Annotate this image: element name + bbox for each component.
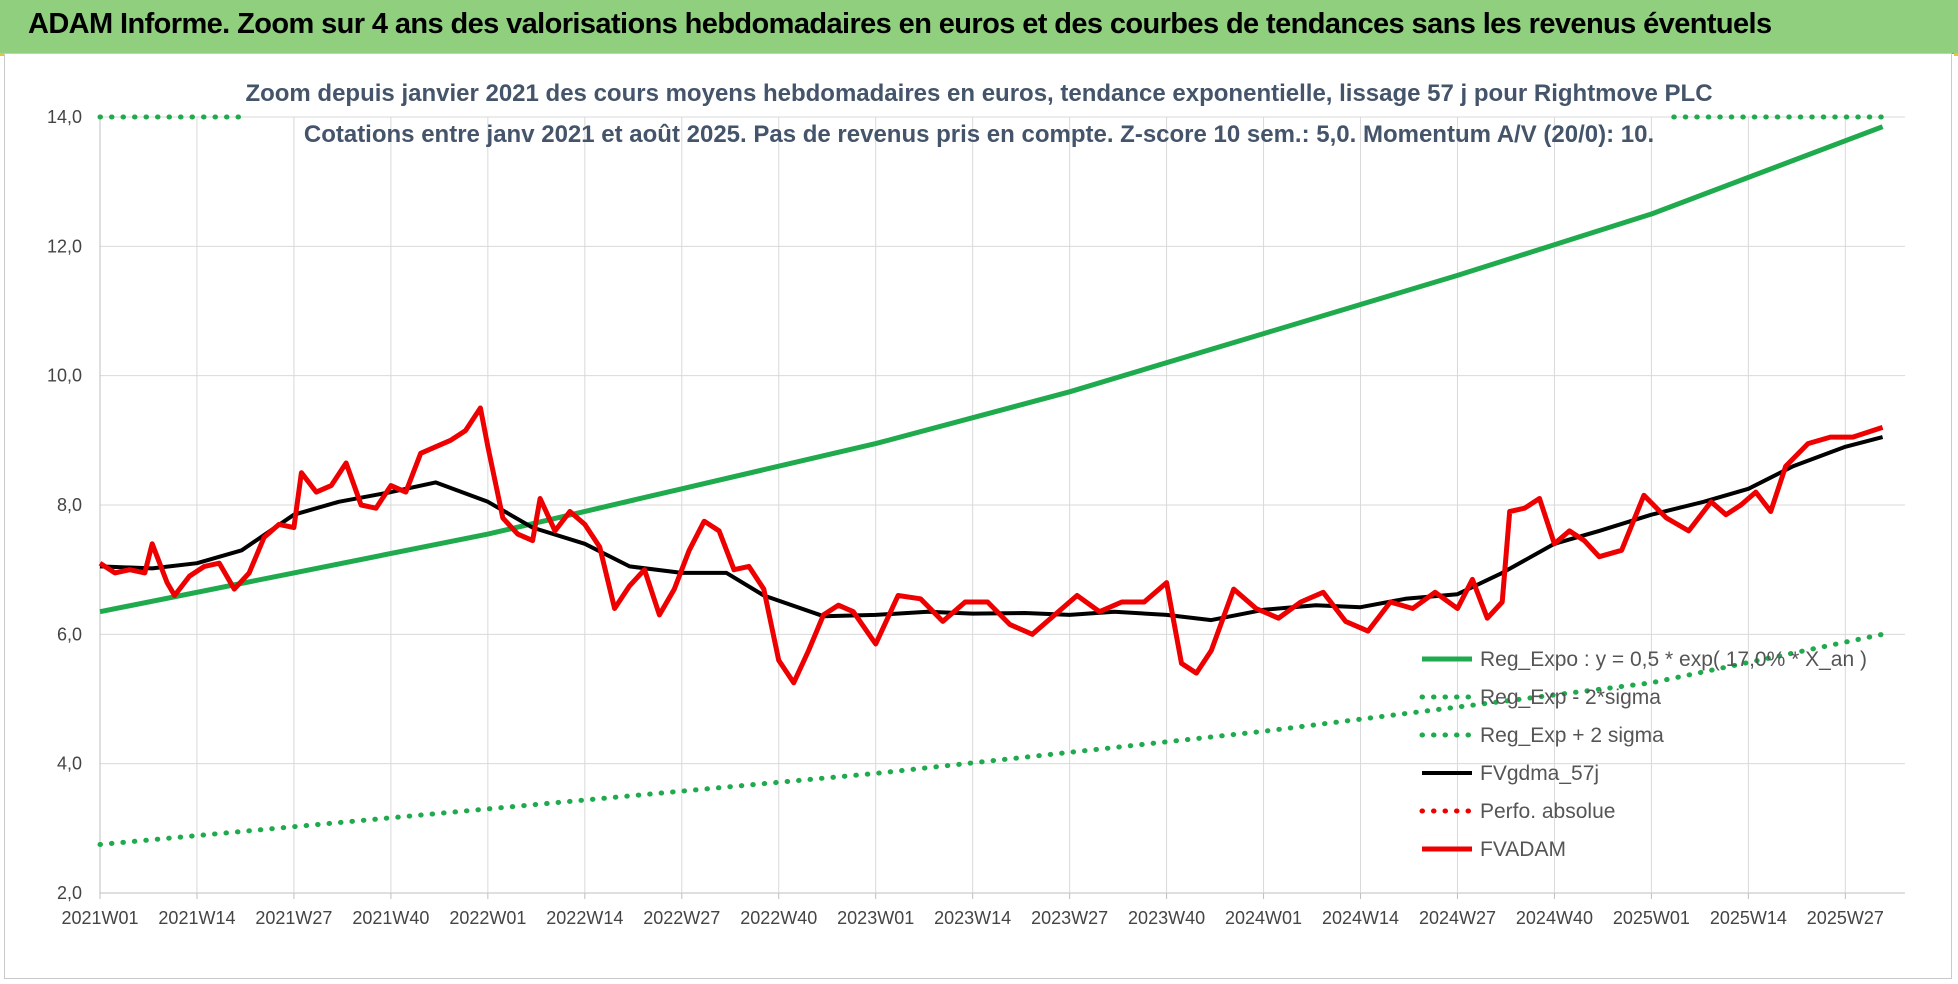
chart-frame — [4, 53, 1952, 979]
x-tick-label: 2023W14 — [934, 908, 1011, 928]
legend: Reg_Expo : y = 0,5 * exp( 17,0% * X_an )… — [1419, 648, 1867, 861]
x-tick-label: 2022W01 — [449, 908, 526, 928]
x-tick-label: 2023W27 — [1031, 908, 1108, 928]
y-tick-label: 6,0 — [57, 624, 82, 644]
x-tick-label: 2023W40 — [1128, 908, 1205, 928]
series-line-0 — [99, 124, 1884, 615]
banner: ADAM Informe. Zoom sur 4 ans des valoris… — [0, 0, 1958, 54]
x-tick-label: 2021W14 — [158, 908, 235, 928]
x-tick-label: 2024W40 — [1516, 908, 1593, 928]
legend-label: Reg_Exp - 2*sigma — [1480, 686, 1661, 709]
corner-mark-left — [0, 53, 4, 56]
chart-title-line-2: Cotations entre janv 2021 et août 2025. … — [304, 121, 1654, 148]
y-tick-label: 12,0 — [47, 236, 82, 256]
x-tick-label: 2021W01 — [61, 908, 138, 928]
x-tick-label: 2022W40 — [740, 908, 817, 928]
x-tick-label: 2024W27 — [1419, 908, 1496, 928]
legend-label: Reg_Expo : y = 0,5 * exp( 17,0% * X_an ) — [1480, 648, 1867, 671]
x-tick-label: 2023W01 — [837, 908, 914, 928]
x-tick-label: 2025W14 — [1710, 908, 1787, 928]
series-line-5 — [98, 405, 1884, 686]
x-tick-label: 2024W01 — [1225, 908, 1302, 928]
x-tick-label: 2021W40 — [352, 908, 429, 928]
y-tick-label: 14,0 — [47, 107, 82, 127]
legend-label: FVgdma_57j — [1480, 762, 1599, 785]
x-tick-label: 2022W14 — [546, 908, 623, 928]
legend-label: Reg_Exp + 2 sigma — [1480, 724, 1664, 747]
x-tick-label: 2025W01 — [1613, 908, 1690, 928]
x-tick-label: 2022W27 — [643, 908, 720, 928]
chart-title-line-1: Zoom depuis janvier 2021 des cours moyen… — [245, 80, 1712, 107]
grid — [99, 116, 1905, 894]
x-tick-label: 2025W27 — [1807, 908, 1884, 928]
y-tick-label: 2,0 — [57, 883, 82, 903]
bands — [97, 114, 1886, 847]
legend-label: FVADAM — [1480, 838, 1566, 861]
y-tick-label: 8,0 — [57, 495, 82, 515]
lines — [98, 124, 1884, 686]
y-tick-label: 10,0 — [47, 366, 82, 386]
x-tick-label: 2021W27 — [255, 908, 332, 928]
banner-title: ADAM Informe. Zoom sur 4 ans des valoris… — [28, 8, 1772, 40]
x-tick-label: 2024W14 — [1322, 908, 1399, 928]
ticks: 2,0 4,0 6,0 8,0 10,0 12,0 14,0 2021W01 2021W14 20… — [47, 107, 1884, 928]
series-line-1 — [97, 631, 1886, 847]
series-line-3 — [99, 435, 1884, 623]
legend-label: Perfo. absolue — [1480, 800, 1615, 823]
y-tick-label: 4,0 — [57, 754, 82, 774]
corner-mark-right — [1954, 53, 1958, 56]
